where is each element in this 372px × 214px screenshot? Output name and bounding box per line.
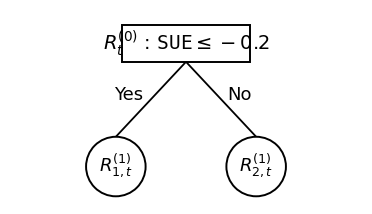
Circle shape [86, 137, 145, 196]
FancyBboxPatch shape [122, 25, 250, 62]
Text: $R_{1,t}^{(1)}$: $R_{1,t}^{(1)}$ [99, 153, 133, 180]
Circle shape [227, 137, 286, 196]
Text: Yes: Yes [114, 86, 144, 104]
Text: $R_t^{(0)}$ : $\mathtt{SUE} \leq -0.2$: $R_t^{(0)}$ : $\mathtt{SUE} \leq -0.2$ [103, 28, 269, 58]
Text: No: No [227, 86, 252, 104]
Text: $R_{2,t}^{(1)}$: $R_{2,t}^{(1)}$ [239, 153, 273, 180]
